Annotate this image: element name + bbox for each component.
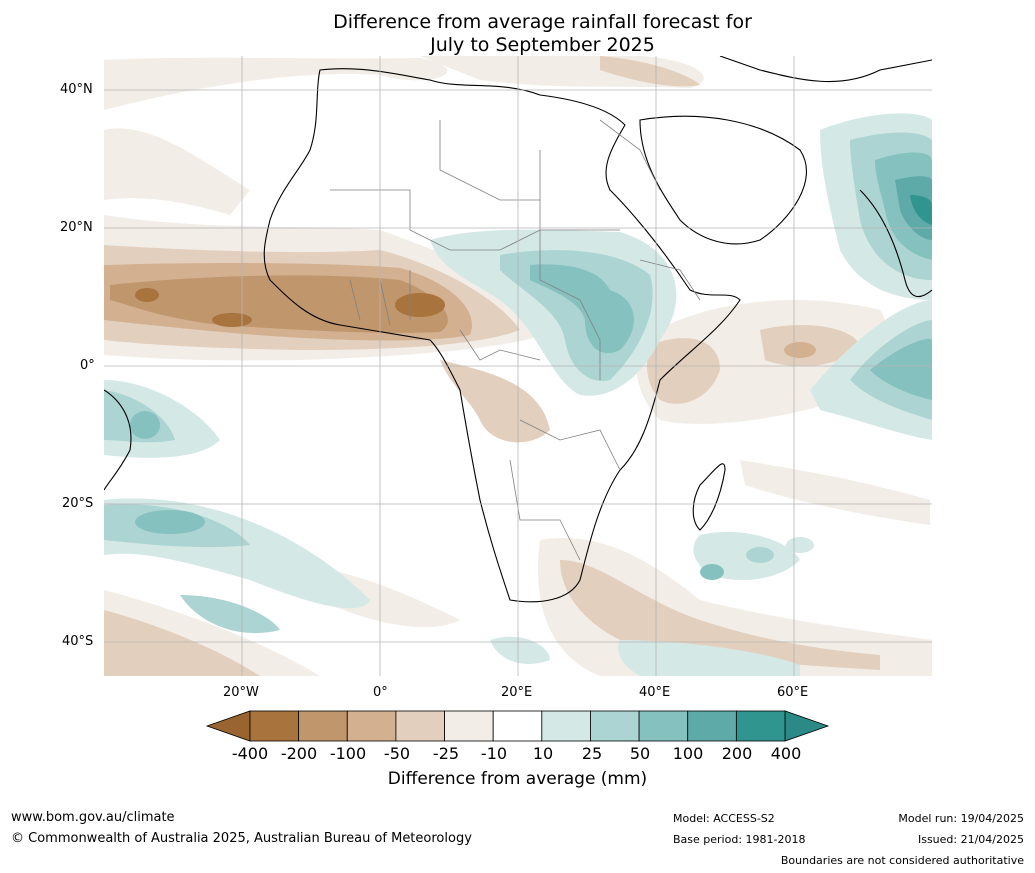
colorbar-bin <box>492 710 543 742</box>
colorbar-tick-label: -100 <box>329 744 367 763</box>
map-title-line-2: July to September 2025 <box>430 34 655 56</box>
lat-label-0: 0° <box>80 358 95 373</box>
footer-url[interactable]: www.bom.gov.au/climate <box>11 810 175 825</box>
colorbar-tick-label: -25 <box>432 744 460 763</box>
colorbar-tick-label: 25 <box>581 744 603 763</box>
footer-copyright: © Commonwealth of Australia 2025, Austra… <box>11 831 472 846</box>
colorbar-tick-label: 400 <box>770 744 802 763</box>
footer-model: Model: ACCESS-S2 <box>673 812 775 825</box>
colorbar-bin <box>444 710 494 742</box>
footer-base-period: Base period: 1981-2018 <box>673 833 806 846</box>
colorbar-bin <box>638 710 689 742</box>
lon-label-20e: 20°E <box>501 685 533 700</box>
graticule <box>104 56 932 676</box>
colorbar-bin <box>395 710 445 742</box>
footer-model-run: Model run: 19/04/2025 <box>898 812 1024 825</box>
colorbar-tick-label: -10 <box>480 744 508 763</box>
lat-label-20n: 20°N <box>60 220 93 235</box>
colorbar-bin <box>590 710 640 742</box>
lat-label-40n: 40°N <box>60 82 93 97</box>
map-title-line-1: Difference from average rainfall forecas… <box>333 11 752 33</box>
colorbar-high-extension <box>784 710 830 742</box>
lon-label-60e: 60°E <box>777 685 809 700</box>
colorbar-tick-label: 200 <box>721 744 753 763</box>
colorbar <box>205 710 830 742</box>
colorbar-tick-label: -50 <box>383 744 411 763</box>
colorbar-tick-label: 50 <box>629 744 651 763</box>
wet-anomaly-contours <box>104 113 932 676</box>
lat-label-20s: 20°S <box>62 496 94 511</box>
colorbar-bin <box>346 710 397 742</box>
colorbar-tick-label: 10 <box>532 744 554 763</box>
lon-label-0: 0° <box>373 685 388 700</box>
colorbar-tick-label: -200 <box>280 744 318 763</box>
colorbar-bin <box>687 710 737 742</box>
map-area <box>104 56 932 676</box>
colorbar-bin <box>735 710 786 742</box>
country-borders <box>330 119 701 561</box>
footer-issued: Issued: 21/04/2025 <box>917 833 1024 846</box>
colorbar-low-extension <box>205 710 251 742</box>
colorbar-bin <box>298 710 348 742</box>
lon-label-20w: 20°W <box>223 685 259 700</box>
colorbar-bin <box>541 710 591 742</box>
lat-label-40s: 40°S <box>62 634 94 649</box>
lon-label-40e: 40°E <box>639 685 671 700</box>
footer-disclaimer: Boundaries are not considered authoritat… <box>780 854 1024 867</box>
colorbar-title: Difference from average (mm) <box>387 769 648 789</box>
colorbar-tick-label: 100 <box>672 744 704 763</box>
colorbar-bin <box>249 710 300 742</box>
colorbar-tick-label: -400 <box>231 744 269 763</box>
coastlines <box>104 56 932 603</box>
